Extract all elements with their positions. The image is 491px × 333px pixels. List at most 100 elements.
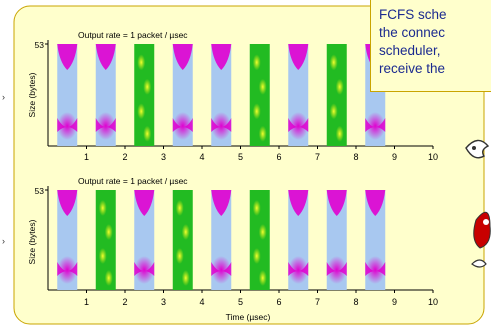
yellow-blob: [143, 78, 152, 95]
magenta-blob-bottom: [95, 112, 116, 140]
yellow-blob: [258, 270, 267, 286]
yellow-blob: [335, 125, 344, 142]
magenta-blob-bottom: [134, 256, 155, 284]
magenta-blob-top: [172, 44, 193, 70]
x-tick-label: 3: [161, 297, 166, 307]
x-tick-label: 4: [199, 152, 204, 162]
magenta-blob-top: [365, 190, 386, 216]
packet-bar: [95, 44, 116, 146]
yellow-blob: [143, 125, 152, 142]
packet-bar-fill: [95, 190, 116, 290]
packet-bar: [134, 44, 155, 146]
yellow-blob: [252, 200, 261, 216]
yellow-blob: [104, 270, 113, 286]
y-tick-label: 53: [35, 40, 45, 50]
magenta-blob-bottom-core: [57, 118, 78, 132]
magenta-blob-bottom: [211, 256, 232, 284]
packet-bar: [57, 190, 78, 290]
y-axis-label: Size (bytes): [27, 72, 37, 117]
magenta-blob-bottom-core: [326, 262, 347, 276]
chart-title: Output rate = 1 packet / µsec: [78, 176, 188, 186]
callout-line: FCFS sche: [379, 7, 447, 22]
magenta-blob-top: [288, 44, 309, 70]
magenta-blob-top: [288, 190, 309, 216]
yellow-blob: [137, 54, 146, 71]
x-tick-label: 7: [315, 152, 320, 162]
x-tick-label: 2: [122, 152, 127, 162]
yellow-blob: [252, 248, 261, 264]
yellow-blob: [98, 200, 107, 216]
magenta-blob-bottom: [365, 256, 386, 284]
packet-bar: [211, 190, 232, 290]
magenta-blob-top: [211, 190, 232, 216]
magenta-blob-bottom: [365, 112, 386, 140]
packet-bar: [172, 190, 193, 290]
magenta-blob-bottom: [288, 112, 309, 140]
packet-bar-fill: [134, 44, 155, 146]
magenta-blob-bottom-core: [288, 118, 309, 132]
magenta-blob-bottom-core: [134, 262, 155, 276]
packet-bar: [365, 190, 386, 290]
magenta-blob-top: [134, 190, 155, 216]
x-tick-label: 8: [353, 297, 358, 307]
yellow-blob: [258, 78, 267, 95]
x-axis-label: Time (µsec): [226, 312, 271, 322]
magenta-blob-bottom: [326, 256, 347, 284]
magenta-blob-bottom-core: [365, 118, 386, 132]
yellow-blob: [175, 248, 184, 264]
yellow-blob: [104, 224, 113, 240]
packet-bar: [326, 190, 347, 290]
yellow-blob: [335, 78, 344, 95]
magenta-blob-bottom-core: [211, 118, 232, 132]
x-tick-label: 1: [84, 152, 89, 162]
left-arrow-icon: ›: [2, 92, 5, 102]
y-tick-label: 53: [35, 186, 45, 196]
x-tick-label: 1: [84, 297, 89, 307]
packet-bar-fill: [172, 190, 193, 290]
packet-bar: [95, 190, 116, 290]
x-tick-label: 10: [428, 297, 438, 307]
y-axis-label: Size (bytes): [27, 219, 37, 264]
x-tick-label: 10: [428, 152, 438, 162]
yellow-blob: [175, 200, 184, 216]
magenta-blob-bottom: [211, 112, 232, 140]
magenta-blob-bottom: [57, 256, 78, 284]
x-tick-label: 5: [238, 297, 243, 307]
magenta-blob-top: [57, 190, 78, 216]
chart-title: Output rate = 1 packet / µsec: [78, 30, 188, 40]
yellow-blob: [137, 103, 146, 120]
yellow-blob: [329, 54, 338, 71]
callout-line: receive the: [379, 61, 446, 76]
packet-bar-fill: [326, 44, 347, 146]
yellow-blob: [181, 224, 190, 240]
packet-bar: [288, 190, 309, 290]
yellow-blob: [181, 270, 190, 286]
magenta-blob-bottom: [172, 112, 193, 140]
x-tick-label: 9: [392, 152, 397, 162]
magenta-blob-bottom-core: [288, 262, 309, 276]
packet-bar: [288, 44, 309, 146]
yellow-blob: [258, 125, 267, 142]
magenta-blob-bottom-core: [365, 262, 386, 276]
magenta-blob-bottom-core: [57, 262, 78, 276]
magenta-blob-top: [211, 44, 232, 70]
packet-bar: [57, 44, 78, 146]
packet-bar: [249, 190, 270, 290]
x-tick-label: 3: [161, 152, 166, 162]
yellow-blob: [98, 248, 107, 264]
chart-top: Output rate = 1 packet / µsec Size (bytes…: [27, 30, 438, 162]
x-tick-label: 4: [199, 297, 204, 307]
magenta-blob-bottom: [288, 256, 309, 284]
x-tick-label: 7: [315, 297, 320, 307]
callout-box: FCFS sche the connec scheduler, receive …: [370, 0, 491, 92]
packet-bar: [326, 44, 347, 146]
x-tick-label: 9: [392, 297, 397, 307]
yellow-blob: [329, 103, 338, 120]
x-tick-label: 2: [122, 297, 127, 307]
yellow-blob: [258, 224, 267, 240]
yellow-blob: [252, 54, 261, 71]
yellow-blob: [252, 103, 261, 120]
x-tick-label: 6: [276, 297, 281, 307]
magenta-blob-top: [57, 44, 78, 70]
magenta-blob-top: [326, 190, 347, 216]
